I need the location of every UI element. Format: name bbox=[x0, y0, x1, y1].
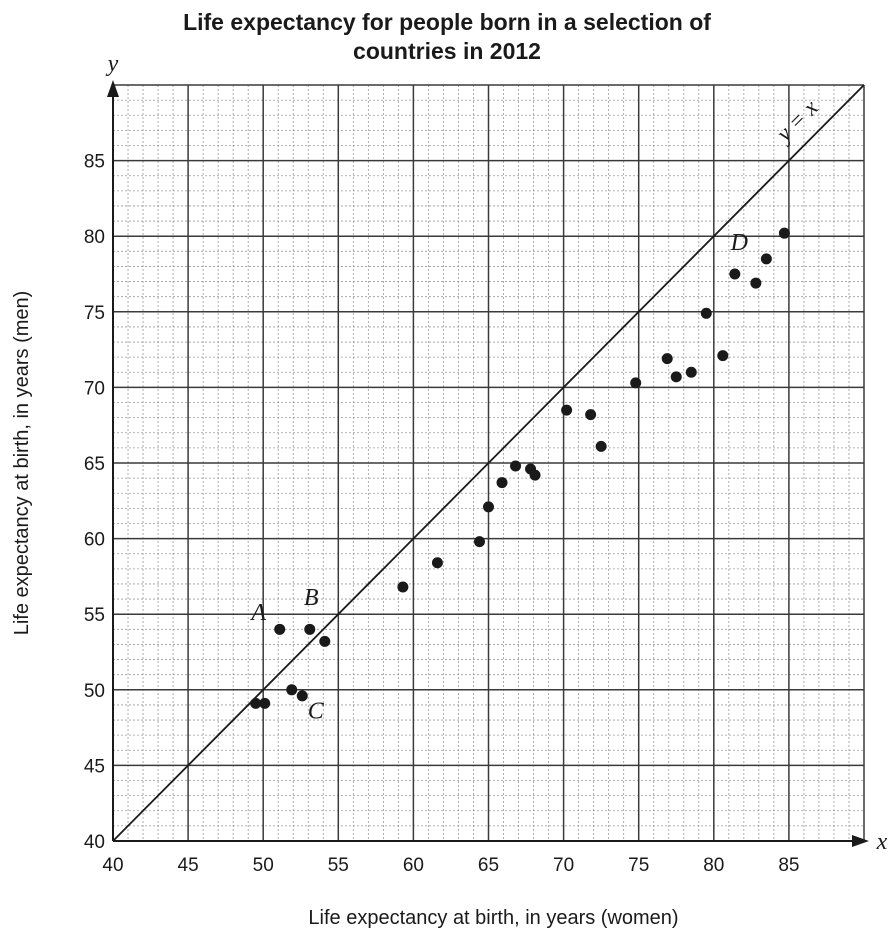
axes: xy bbox=[106, 51, 888, 855]
y-tick-label: 65 bbox=[84, 454, 105, 475]
y-axis-arrow bbox=[107, 80, 119, 97]
data-point bbox=[274, 623, 286, 635]
y-tick-label: 80 bbox=[84, 227, 105, 248]
x-tick-label: 75 bbox=[628, 855, 649, 876]
data-point bbox=[595, 440, 607, 452]
x-tick-label: 60 bbox=[403, 855, 424, 876]
data-point bbox=[529, 469, 541, 481]
x-axis-arrow bbox=[852, 835, 869, 847]
data-point bbox=[319, 635, 331, 647]
reference-line-label: y = x bbox=[770, 94, 823, 147]
minor-grid bbox=[113, 85, 864, 841]
point-label-a: A bbox=[249, 600, 266, 626]
tick-labels: 40 45 50 55 60 65 70 75 80 85 40 45 50 55 60 65 70 75 80 85 bbox=[84, 152, 800, 876]
y-tick-label: 45 bbox=[84, 756, 105, 777]
data-point bbox=[585, 409, 597, 421]
y-tick-label: 75 bbox=[84, 303, 105, 324]
data-point bbox=[397, 581, 409, 593]
data-point bbox=[670, 371, 682, 383]
axis-titles: Life expectancy at birth, in years (wome… bbox=[11, 291, 679, 929]
x-tick-label: 65 bbox=[478, 855, 499, 876]
x-axis-letter: x bbox=[876, 829, 888, 855]
data-point bbox=[729, 268, 741, 280]
chart-title-line-2: countries in 2012 bbox=[353, 38, 541, 64]
data-point bbox=[431, 557, 443, 569]
data-point bbox=[717, 350, 729, 362]
x-tick-label: 70 bbox=[553, 855, 574, 876]
data-point bbox=[700, 307, 712, 319]
data-point bbox=[661, 353, 673, 365]
data-point bbox=[483, 501, 494, 513]
data-point bbox=[685, 366, 697, 378]
x-tick-label: 45 bbox=[178, 855, 199, 876]
data-points bbox=[250, 227, 790, 709]
y-tick-label: 70 bbox=[84, 378, 105, 399]
x-tick-label: 85 bbox=[778, 855, 799, 876]
data-point bbox=[630, 377, 642, 389]
y-tick-label: 85 bbox=[84, 152, 105, 173]
data-point bbox=[750, 277, 762, 289]
chart-title: Life expectancy for people born in a sel… bbox=[0, 8, 894, 66]
x-tick-label: 55 bbox=[328, 855, 349, 876]
data-point bbox=[250, 697, 262, 709]
data-point bbox=[496, 477, 508, 489]
data-point bbox=[473, 536, 485, 548]
data-point bbox=[296, 690, 308, 702]
y-tick-label: 40 bbox=[84, 832, 105, 853]
y-tick-label: 50 bbox=[84, 681, 105, 702]
data-point bbox=[561, 404, 573, 416]
data-point bbox=[259, 697, 271, 709]
data-point bbox=[304, 623, 316, 635]
point-label-b: B bbox=[304, 585, 319, 611]
point-label-c: C bbox=[308, 699, 325, 725]
data-point bbox=[778, 227, 790, 239]
data-point bbox=[510, 460, 522, 472]
data-point bbox=[760, 253, 772, 265]
x-axis-title: Life expectancy at birth, in years (wome… bbox=[308, 907, 678, 929]
reference-line-y-equals-x bbox=[112, 84, 865, 842]
x-tick-label: 50 bbox=[253, 855, 274, 876]
data-point bbox=[286, 684, 298, 696]
x-tick-label: 80 bbox=[703, 855, 724, 876]
point-labels: A B C D bbox=[249, 230, 748, 725]
y-axis-title: Life expectancy at birth, in years (men) bbox=[11, 291, 33, 636]
y-tick-label: 55 bbox=[84, 605, 105, 626]
y-tick-label: 60 bbox=[84, 530, 105, 551]
x-tick-label: 40 bbox=[102, 855, 123, 876]
y-axis-letter: y bbox=[106, 51, 119, 77]
point-label-d: D bbox=[730, 230, 748, 256]
chart-title-line-1: Life expectancy for people born in a sel… bbox=[183, 9, 711, 35]
